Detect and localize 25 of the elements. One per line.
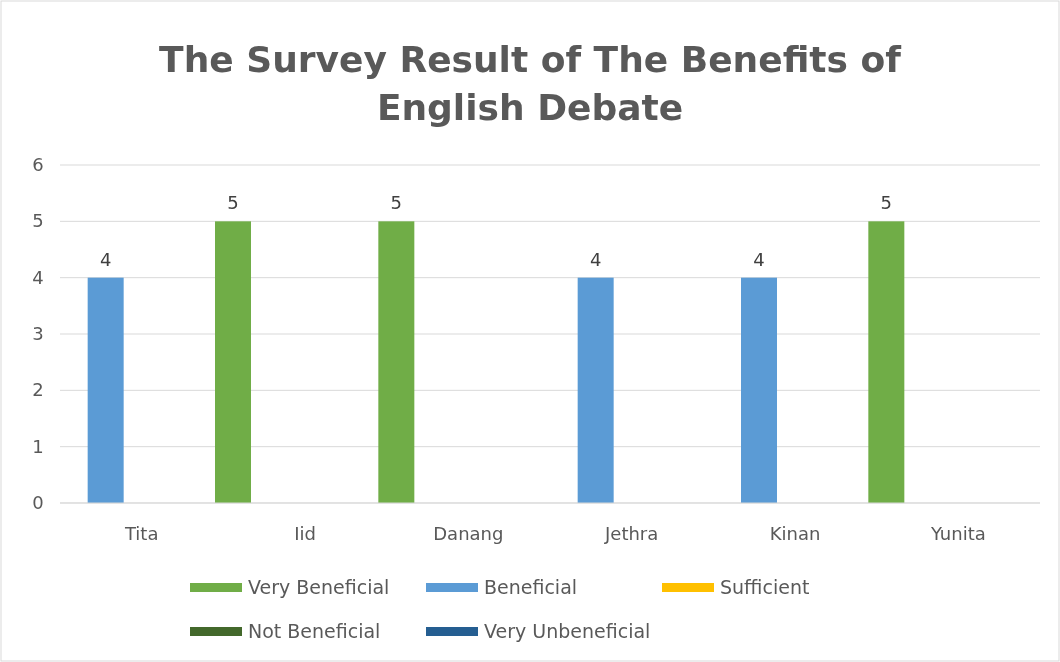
legend-label: Beneficial	[484, 576, 578, 598]
legend-label: Not Beneficial	[248, 620, 381, 642]
y-tick-label: 4	[32, 266, 44, 288]
x-tick-label: Yunita	[929, 523, 986, 544]
data-label: 5	[880, 192, 893, 214]
data-label: 5	[227, 192, 239, 214]
y-tick-label: 1	[32, 435, 44, 457]
data-label: 4	[753, 248, 765, 270]
y-tick-label: 0	[32, 492, 44, 513]
x-tick-label: Kinan	[769, 523, 821, 544]
x-tick-label: Danang	[433, 523, 504, 544]
x-tick-label: Tita	[123, 523, 159, 544]
y-tick-label: 3	[32, 323, 44, 344]
y-tick-label: 6	[32, 154, 44, 175]
x-tick-label: Jethra	[604, 523, 659, 544]
legend-label: Very Unbeneficial	[484, 620, 651, 642]
y-tick-label: 2	[32, 379, 44, 401]
y-tick-label: 5	[32, 210, 44, 232]
legend-label: Sufficient	[720, 576, 810, 598]
x-tick-label: Iid	[294, 523, 316, 544]
chart-title: The Survey Result of The Benefits of English Debate	[159, 39, 902, 128]
data-label: 4	[99, 248, 112, 270]
legend-label: Very Beneficial	[248, 576, 390, 598]
data-label: 5	[390, 192, 403, 214]
data-label: 4	[589, 248, 602, 270]
